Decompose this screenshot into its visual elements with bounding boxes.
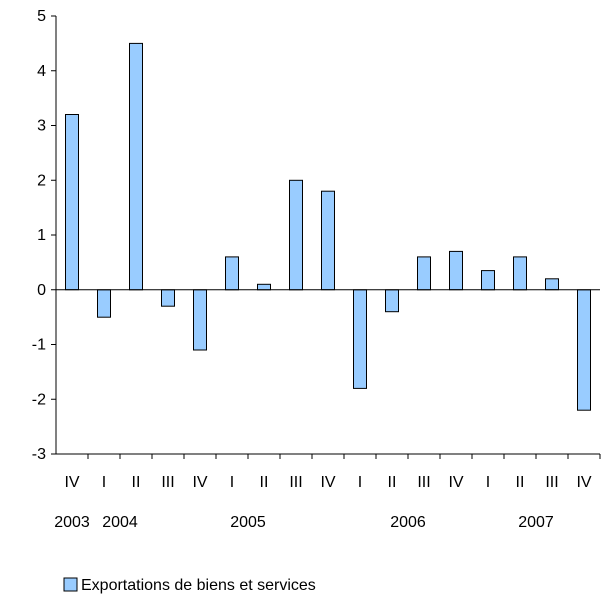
legend-swatch (64, 578, 77, 591)
bar (354, 290, 367, 389)
bar (130, 43, 143, 289)
bar (386, 290, 399, 312)
year-labels-group: 2003 2004 2005 2006 2007 (54, 514, 554, 531)
year-label: 2003 (54, 514, 90, 531)
x-category-label: I (486, 474, 490, 491)
x-category-label: III (289, 474, 302, 491)
x-category-label: II (388, 474, 397, 491)
bar (546, 279, 559, 290)
year-label: 2004 (102, 514, 138, 531)
legend: Exportations de biens et services (64, 577, 316, 594)
y-tick-label: -2 (32, 391, 46, 408)
x-category-label: I (230, 474, 234, 491)
x-category-label: IV (576, 474, 591, 491)
y-tick-label: 1 (37, 227, 46, 244)
legend-label: Exportations de biens et services (81, 577, 316, 594)
bar (194, 290, 207, 350)
bar (482, 271, 495, 290)
x-category-label: I (102, 474, 106, 491)
year-label: 2005 (230, 514, 266, 531)
x-category-label: I (358, 474, 362, 491)
x-category-label: IV (320, 474, 335, 491)
x-category-label: IV (448, 474, 463, 491)
x-category-label: II (260, 474, 269, 491)
y-tick-label: 0 (37, 282, 46, 299)
bar (98, 290, 111, 317)
x-category-label: IV (64, 474, 79, 491)
bar (514, 257, 527, 290)
y-tick-label: 3 (37, 118, 46, 135)
y-tick-label: 2 (37, 172, 46, 189)
x-category-label: II (132, 474, 141, 491)
bar (322, 191, 335, 290)
year-label: 2007 (518, 514, 554, 531)
year-label: 2006 (390, 514, 426, 531)
bar (226, 257, 239, 290)
bar (450, 251, 463, 289)
x-ticks-group: IV I II III IV I II III IV I II III IV I II III IV (64, 454, 600, 491)
bar (66, 115, 79, 290)
y-tick-label: 5 (37, 8, 46, 25)
bar (162, 290, 175, 306)
bars-group (66, 43, 591, 410)
x-category-label: III (545, 474, 558, 491)
bar (578, 290, 591, 410)
y-tick-label: -1 (32, 337, 46, 354)
bar (290, 180, 303, 289)
y-tick-label: -3 (32, 446, 46, 463)
y-ticks-group: 5 4 3 2 1 0 -1 -2 -3 (32, 8, 56, 463)
bar (418, 257, 431, 290)
y-tick-label: 4 (37, 63, 46, 80)
bar (258, 284, 271, 290)
x-category-label: III (161, 474, 174, 491)
x-category-label: III (417, 474, 430, 491)
x-category-label: IV (192, 474, 207, 491)
x-category-label: II (516, 474, 525, 491)
